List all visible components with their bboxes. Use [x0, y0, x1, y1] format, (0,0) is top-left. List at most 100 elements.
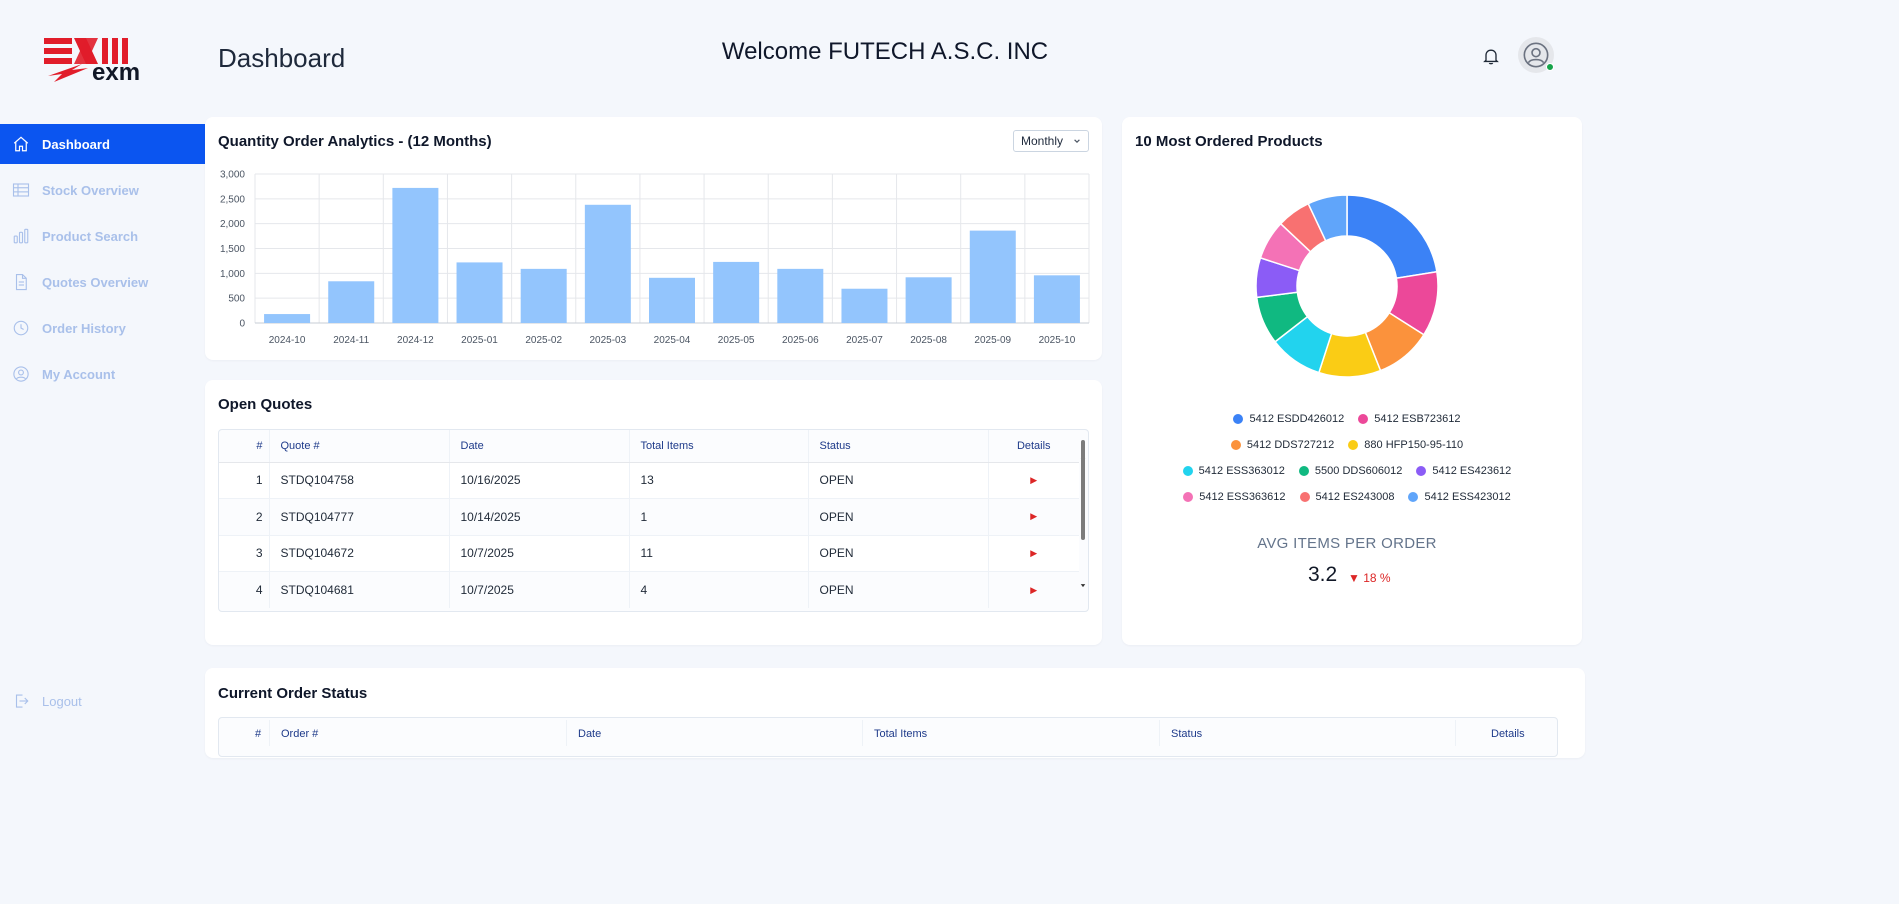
col-status: Status — [1171, 728, 1203, 740]
legend-item[interactable]: 5412 ESS363612 — [1183, 488, 1286, 505]
legend-item[interactable]: 5412 ES243008 — [1299, 488, 1395, 505]
col-total-items: Total Items — [874, 728, 928, 740]
bar[interactable] — [649, 277, 695, 323]
legend-label: 5412 ESS363012 — [1198, 464, 1285, 477]
donut-slice[interactable] — [1307, 194, 1348, 242]
sidebar-item-dashboard[interactable]: Dashboard — [0, 124, 205, 164]
legend-item[interactable]: 5500 DDS606012 — [1298, 462, 1402, 479]
legend-label: 5412 ES243008 — [1315, 490, 1395, 503]
table-row[interactable]: 2 STDQ104777 10/14/2025 1 OPEN ▶ — [219, 498, 1079, 535]
table-row[interactable]: 4 STDQ104681 10/7/2025 4 OPEN ▶ — [219, 571, 1079, 608]
document-icon — [15, 273, 27, 291]
avg-items-value: 3.2 — [1308, 563, 1338, 586]
x-tick-label: 2024-12 — [397, 335, 434, 346]
bar-chart-title: Quantity Order Analytics - (12 Months) — [218, 133, 492, 150]
svg-text:exm: exm — [92, 59, 140, 86]
x-tick-label: 2024-10 — [269, 335, 306, 346]
legend-label: 5412 ESDD426012 — [1249, 412, 1345, 425]
col-details: Details — [987, 430, 1079, 463]
online-status-dot — [1546, 63, 1554, 71]
quantity-analytics-card: Quantity Order Analytics - (12 Months) M… — [205, 117, 1102, 360]
sidebar-item-my-account[interactable]: My Account — [0, 354, 205, 394]
details-arrow-icon[interactable]: ▶ — [987, 534, 1079, 572]
bar[interactable] — [969, 230, 1016, 323]
sidebar-item-label: Product Search — [42, 228, 139, 244]
bar[interactable] — [520, 268, 567, 323]
table-row[interactable]: 1 STDQ104758 10/16/2025 13 OPEN ▶ — [219, 461, 1079, 499]
bar-chart: 0 500 1,000 1,500 2,000 2,500 3,000 2024-10 2024… — [220, 170, 1090, 346]
sidebar-item-label: My Account — [42, 366, 116, 382]
y-tick-label: 3,000 — [220, 170, 245, 181]
current-order-title: Current Order Status — [218, 685, 368, 702]
chevron-down-icon — [1074, 139, 1080, 144]
sidebar-item-label: Dashboard — [42, 136, 110, 152]
y-tick-label: 2,000 — [220, 219, 245, 230]
bar[interactable] — [392, 187, 439, 323]
row-number: 4 — [219, 571, 269, 608]
user-circle-icon — [13, 366, 29, 382]
y-tick-label: 1,000 — [220, 269, 245, 280]
logout-label: Logout — [42, 693, 82, 709]
bar[interactable] — [905, 277, 952, 323]
col-number: # — [219, 430, 269, 463]
legend-item[interactable]: 5412 ESB723612 — [1358, 410, 1461, 427]
x-tick-label: 2025-04 — [654, 335, 691, 346]
sidebar-item-label: Quotes Overview — [42, 274, 149, 290]
donut-chart — [1255, 194, 1439, 378]
sidebar-item-quotes-overview[interactable]: Quotes Overview — [0, 262, 205, 302]
sidebar-item-order-history[interactable]: Order History — [0, 308, 205, 348]
bar[interactable] — [328, 281, 375, 323]
legend-label: 5412 ES423612 — [1432, 464, 1512, 477]
details-arrow-icon[interactable]: ▶ — [987, 498, 1079, 535]
y-tick-label: 500 — [228, 294, 245, 305]
bar[interactable] — [777, 268, 824, 323]
x-tick-label: 2025-05 — [718, 335, 755, 346]
donut-slice[interactable] — [1346, 194, 1438, 280]
row-number: 2 — [219, 498, 269, 535]
bar[interactable] — [264, 314, 311, 323]
y-tick-label: 0 — [239, 319, 245, 330]
bell-icon[interactable] — [1481, 46, 1501, 66]
scrollbar-thumb[interactable] — [1081, 440, 1085, 540]
period-select[interactable]: Monthly — [1013, 130, 1089, 152]
legend-label: 5412 ESB723612 — [1374, 412, 1461, 425]
quote-number: STDQ104681 — [268, 571, 449, 608]
legend-label: 5412 DDS727212 — [1246, 438, 1335, 451]
down-triangle-icon: ▼ — [1348, 571, 1360, 585]
legend-dot — [1348, 439, 1359, 450]
details-arrow-icon[interactable]: ▶ — [987, 571, 1079, 608]
logout-button[interactable]: Logout — [12, 692, 82, 710]
quote-date: 10/7/2025 — [448, 571, 629, 608]
quote-status: OPEN — [807, 571, 988, 608]
legend-label: 5412 ESS363612 — [1199, 490, 1286, 503]
exm-logo: exm — [44, 38, 140, 86]
col-number: # — [255, 728, 262, 740]
period-select-value: Monthly — [1021, 134, 1064, 148]
col-order: Order # — [281, 728, 319, 740]
quote-status: OPEN — [807, 498, 988, 535]
bar-chart-icon — [13, 228, 29, 244]
sidebar-item-stock-overview[interactable]: Stock Overview — [0, 170, 205, 210]
open-quotes-table: # Quote # Date Total Items Status Detail… — [218, 429, 1089, 612]
legend-item[interactable]: 880 HFP150-95-110 — [1348, 436, 1463, 453]
y-tick-label: 1,500 — [220, 244, 245, 255]
bar[interactable] — [1033, 275, 1080, 323]
sidebar-item-product-search[interactable]: Product Search — [0, 216, 205, 256]
details-arrow-icon[interactable]: ▶ — [987, 461, 1079, 499]
home-icon — [13, 136, 29, 152]
most-ordered-card: 10 Most Ordered Products 5412 ESDD426012… — [1122, 117, 1582, 645]
legend-item[interactable]: 5412 ESDD426012 — [1233, 410, 1344, 427]
bar[interactable] — [713, 261, 760, 323]
avatar[interactable] — [1518, 37, 1554, 73]
bar[interactable] — [841, 288, 888, 323]
legend-item[interactable]: 5412 ESS423012 — [1408, 488, 1511, 505]
quote-number: STDQ104758 — [268, 461, 449, 499]
legend-item[interactable]: 5412 ES423612 — [1416, 462, 1511, 479]
bar[interactable] — [456, 262, 503, 323]
quote-total-items: 13 — [628, 461, 808, 499]
legend-item[interactable]: 5412 ESS363012 — [1182, 462, 1285, 479]
table-header-row: # Quote # Date Total Items Status Detail… — [219, 430, 1079, 463]
table-row[interactable]: 3 STDQ104672 10/7/2025 11 OPEN ▶ — [219, 534, 1079, 572]
bar[interactable] — [584, 204, 631, 323]
legend-item[interactable]: 5412 DDS727212 — [1230, 436, 1335, 453]
